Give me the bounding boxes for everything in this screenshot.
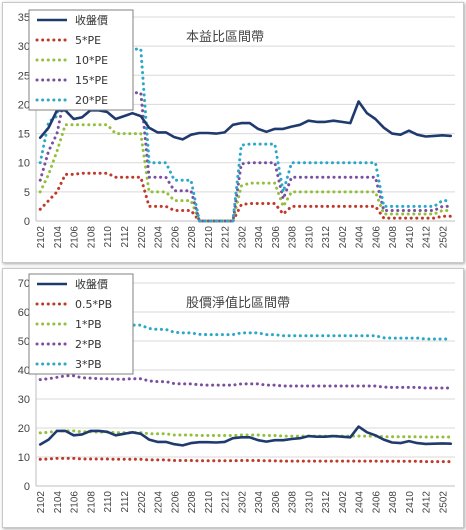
- x-tick-label: 2204: [154, 226, 165, 249]
- x-tick-label: 2410: [405, 226, 416, 249]
- x-tick-label: 2204: [154, 491, 165, 514]
- x-tick-label: 2302: [237, 226, 248, 249]
- x-tick-label: 2210: [204, 226, 215, 249]
- x-tick-label: 2110: [103, 226, 114, 248]
- x-tick-label: 2208: [187, 226, 198, 249]
- x-tick-label: 2108: [86, 491, 97, 514]
- y-tick-label: 35: [18, 12, 30, 24]
- x-tick-label: 2310: [304, 491, 315, 514]
- legend-label: 10*PE: [75, 54, 108, 67]
- x-tick-label: 2102: [36, 226, 47, 249]
- x-tick-label: 2402: [338, 491, 349, 514]
- legend-label: 5*PE: [75, 34, 101, 47]
- x-tick-label: 2304: [254, 226, 265, 249]
- x-tick-label: 2202: [137, 491, 148, 514]
- x-tick-label: 2412: [422, 226, 433, 249]
- series-line-0: [38, 100, 453, 141]
- y-tick-label: 40: [18, 365, 30, 377]
- series-line-1: [38, 456, 453, 464]
- legend-box: [28, 273, 134, 375]
- y-tick-label: 25: [18, 70, 30, 82]
- x-tick-label: 2102: [36, 491, 47, 514]
- x-tick-label: 2406: [371, 491, 382, 514]
- x-tick-label: 2306: [271, 226, 282, 249]
- legend-label: 1*PB: [75, 318, 102, 331]
- y-tick-label: 15: [18, 129, 30, 141]
- x-tick-label: 2212: [221, 491, 232, 514]
- y-tick-label: 50: [18, 336, 30, 348]
- legend-label: 收盤價: [75, 13, 108, 27]
- legend-box: [28, 9, 134, 111]
- y-tick-label: 20: [18, 423, 30, 435]
- x-tick-label: 2502: [438, 491, 449, 514]
- series-line-0: [38, 425, 453, 447]
- x-tick-label: 2202: [137, 226, 148, 249]
- y-tick-label: 10: [18, 158, 30, 170]
- pb-band-chart: 0 10 20 30 40 50 60 70 2102 2104 2106 2108 2110 2112 2…: [2, 268, 464, 528]
- x-tick-label: 2210: [204, 491, 215, 514]
- pe-band-chart: 0 5 10 15 20 25 30 35 2102 2104 2106 2108 2110 2112 22…: [2, 2, 464, 263]
- series-line-2: [38, 123, 453, 223]
- x-tick-label: 2402: [338, 226, 349, 249]
- y-tick-label: 30: [18, 394, 30, 406]
- x-tick-label: 2104: [53, 491, 64, 514]
- y-tick-label: 30: [18, 41, 30, 53]
- x-tick-label: 2302: [237, 491, 248, 514]
- x-tick-label: 2308: [288, 226, 299, 249]
- legend-label: 3*PB: [75, 358, 102, 371]
- y-tick-label: 60: [18, 307, 30, 319]
- y-tick-label: 20: [18, 99, 30, 111]
- x-tick-label: 2502: [438, 226, 449, 249]
- x-tick-label: 2110: [103, 491, 114, 513]
- chart-title: 股價淨值比區間帶: [186, 295, 290, 311]
- x-tick-label: 2412: [422, 491, 433, 514]
- x-tick-label: 2408: [388, 226, 399, 249]
- legend-label: 2*PB: [75, 338, 102, 351]
- series-line-4: [38, 319, 453, 341]
- x-tick-label: 2104: [53, 226, 64, 249]
- x-tick-label: 2306: [271, 491, 282, 514]
- x-tick-label: 2312: [321, 491, 332, 514]
- x-tick-label: 2108: [86, 226, 97, 249]
- legend-label: 收盤價: [75, 277, 108, 291]
- legend-label: 0.5*PB: [75, 298, 112, 311]
- x-tick-label: 2410: [405, 491, 416, 514]
- y-tick-label: 0: [24, 481, 30, 493]
- x-tick-label: 2208: [187, 491, 198, 514]
- series-line-1: [38, 171, 453, 223]
- legend-label: 20*PE: [75, 94, 108, 107]
- x-tick-label: 2106: [70, 226, 81, 249]
- x-tick-label: 2404: [355, 491, 366, 514]
- x-tick-label: 2304: [254, 491, 265, 514]
- x-tick-label: 2206: [170, 491, 181, 514]
- x-tick-label: 2106: [70, 491, 81, 514]
- y-tick-label: 70: [18, 278, 30, 290]
- x-tick-label: 2408: [388, 491, 399, 514]
- y-tick-label: 0: [24, 216, 30, 228]
- pe-band-chart-svg: 0 5 10 15 20 25 30 35 2102 2104 2106 2108 2110 2112 22…: [18, 9, 455, 249]
- chart-title: 本益比區間帶: [186, 30, 264, 45]
- x-tick-label: 2112: [120, 491, 131, 513]
- x-tick-label: 2310: [304, 226, 315, 249]
- pb-band-chart-svg: 0 10 20 30 40 50 60 70 2102 2104 2106 2108 2110 2112 2…: [18, 273, 455, 514]
- y-tick-label: 5: [24, 187, 30, 199]
- series-line-3: [38, 374, 453, 390]
- x-tick-label: 2206: [170, 226, 181, 249]
- x-tick-label: 2212: [221, 226, 232, 249]
- x-tick-label: 2404: [355, 226, 366, 249]
- x-tick-label: 2312: [321, 226, 332, 249]
- x-tick-label: 2112: [120, 226, 131, 248]
- legend-label: 15*PE: [75, 74, 108, 87]
- y-tick-label: 10: [18, 452, 30, 464]
- x-tick-label: 2308: [288, 491, 299, 514]
- x-tick-label: 2406: [371, 226, 382, 249]
